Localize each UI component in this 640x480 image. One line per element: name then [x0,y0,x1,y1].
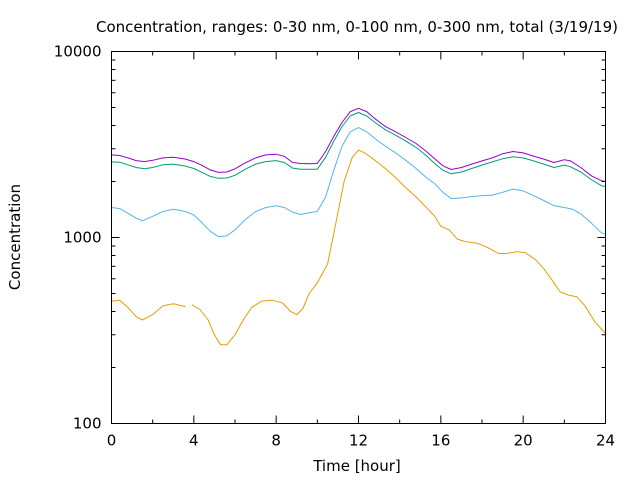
x-tick-label: 20 [514,432,533,450]
series-layer [111,107,606,346]
x-tick-label: 16 [431,432,450,450]
chart-title: Concentration, ranges: 0-30 nm, 0-100 nm… [96,18,618,36]
series-line-1 [111,149,606,346]
x-tick-label: 8 [271,432,281,450]
plot-frame [111,51,606,424]
y-tick-label: 1000 [63,229,101,247]
x-tick-label: 4 [189,432,199,450]
x-tick-label: 24 [596,432,615,450]
series-line-4 [111,107,606,182]
series-line-3 [111,112,606,187]
y-tick-label: 100 [73,415,102,433]
y-tick-label: 10000 [54,43,102,61]
y-axis-label: Concentration [6,184,24,290]
x-tick-label: 0 [107,432,117,450]
x-tick-label: 12 [349,432,368,450]
x-axis-label: Time [hour] [312,457,401,475]
series-line-2 [111,127,606,238]
ticks-layer: 0 4 8 12 16 20 24 100 1000 10000 [54,43,615,450]
